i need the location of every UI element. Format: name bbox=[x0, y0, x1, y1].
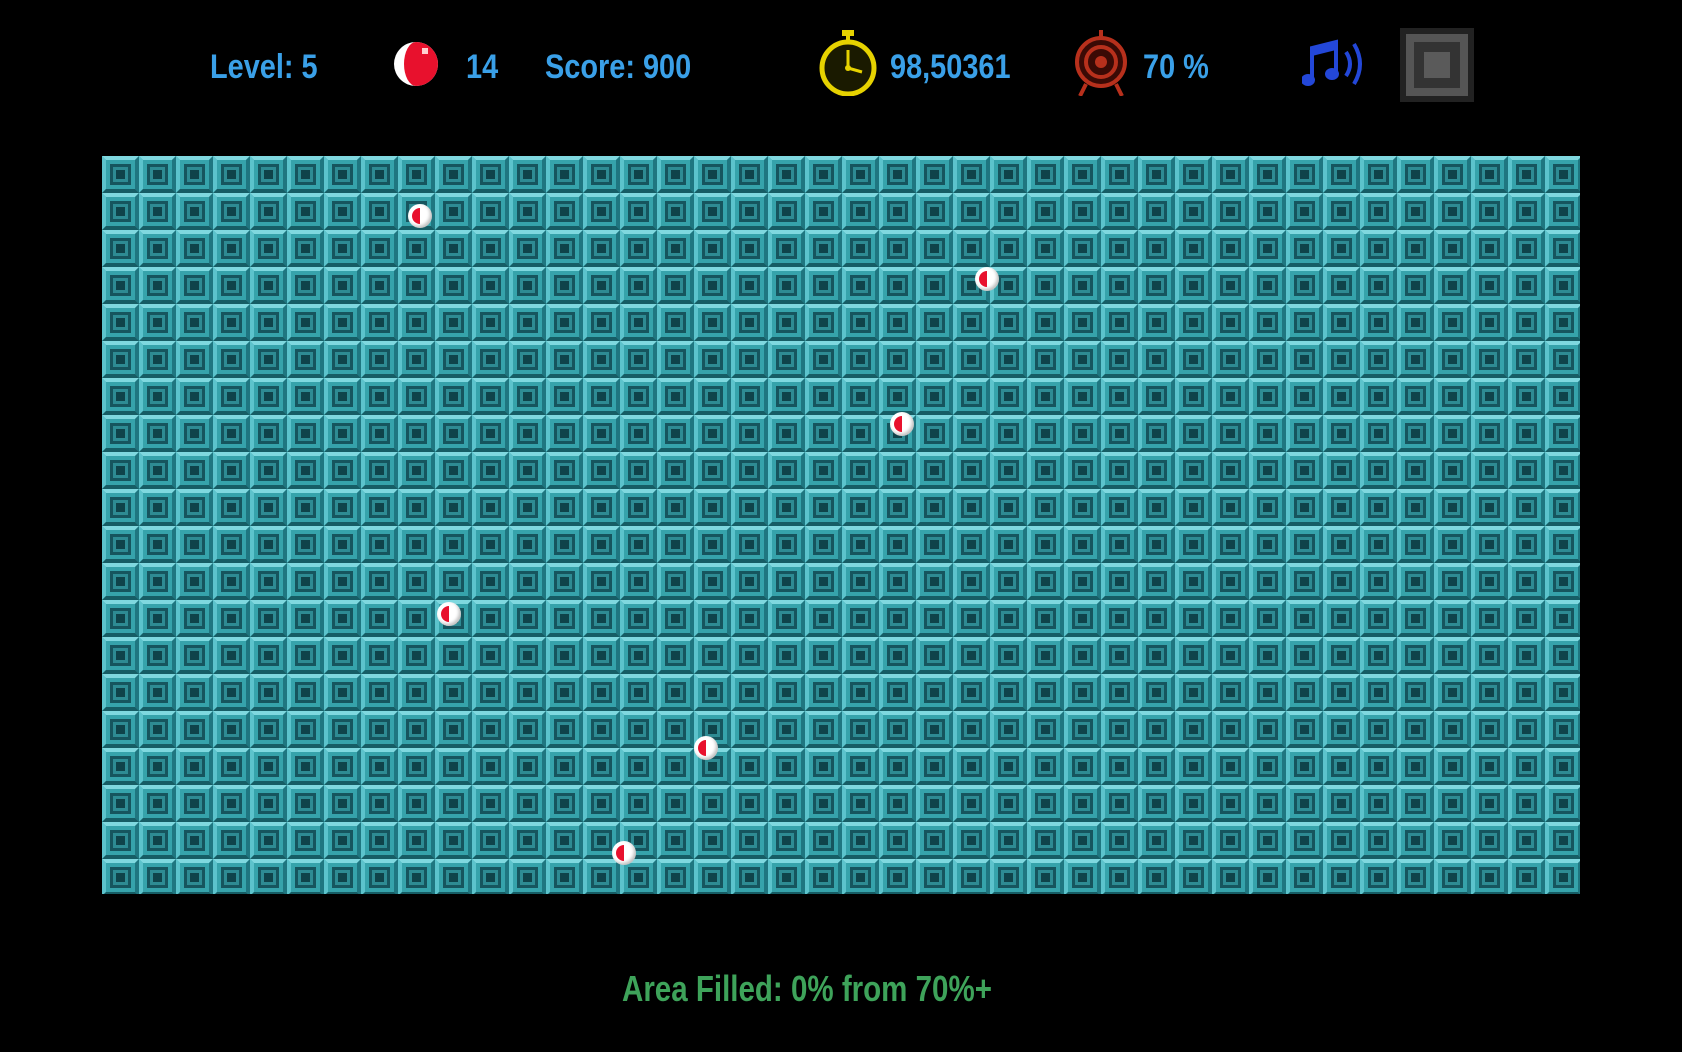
lives-count: 14 bbox=[466, 48, 499, 86]
enemy-ball bbox=[890, 412, 914, 436]
red-white-ball-icon bbox=[392, 40, 440, 88]
enemy-ball bbox=[612, 841, 636, 865]
stopwatch-icon bbox=[818, 30, 878, 97]
enemy-ball bbox=[694, 736, 718, 760]
square-button-icon[interactable] bbox=[1400, 28, 1474, 102]
music-note-icon[interactable] bbox=[1301, 38, 1370, 90]
timer-value: 98,50361 bbox=[890, 48, 1011, 86]
level-label: Level: 5 bbox=[210, 48, 318, 86]
target-icon bbox=[1074, 30, 1128, 97]
enemy-ball bbox=[408, 204, 432, 228]
target-percent: 70 % bbox=[1143, 48, 1209, 86]
game-board[interactable] bbox=[102, 156, 1580, 894]
area-filled-status: Area Filled: 0% from 70%+ bbox=[622, 968, 992, 1009]
enemy-ball bbox=[975, 267, 999, 291]
enemy-ball bbox=[437, 602, 461, 626]
tile-grid bbox=[102, 156, 1580, 894]
score-label: Score: 900 bbox=[545, 48, 692, 86]
